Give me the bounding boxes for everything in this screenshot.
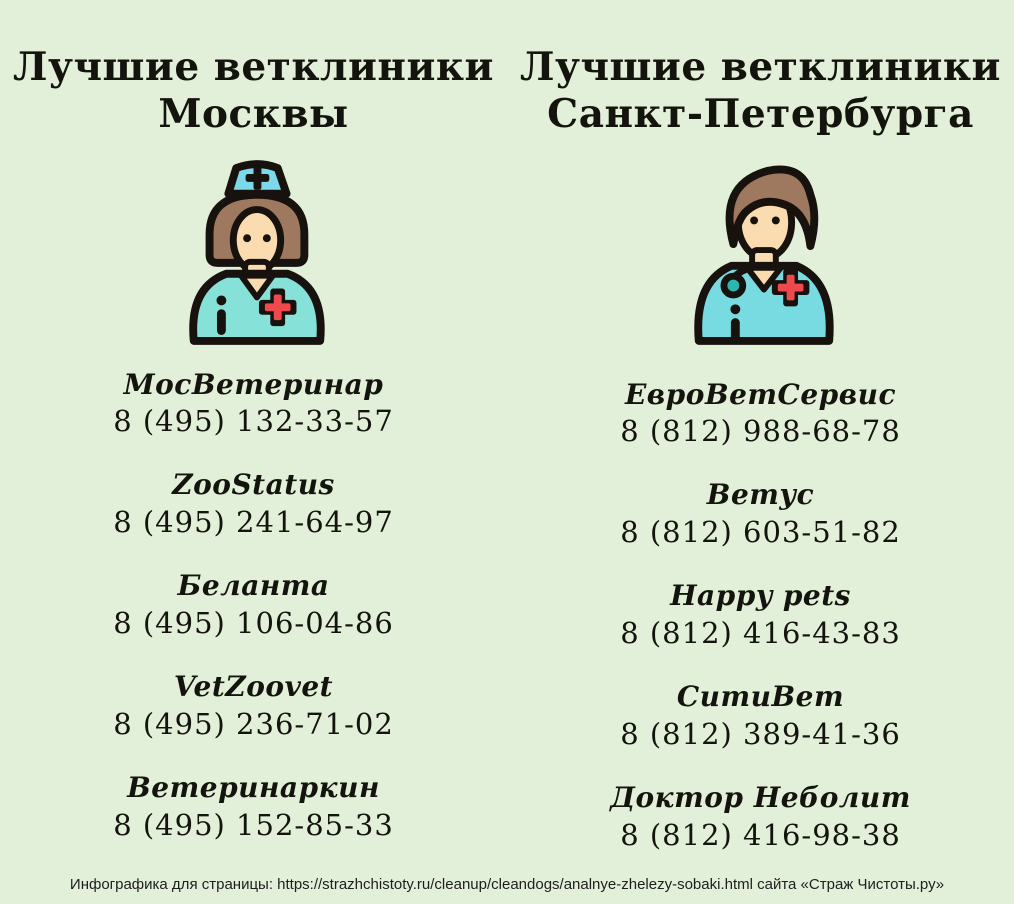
footer-credit: Инфографика для страницы: https://strazh… <box>69 876 945 893</box>
clinic-phone: 8 (495) 152-85-33 <box>113 807 394 842</box>
clinic-entry: Беланта 8 (495) 106-04-86 <box>0 569 507 641</box>
clinic-name: Ветеринаркин <box>127 770 380 804</box>
clinic-phone: 8 (812) 389-41-36 <box>620 716 901 751</box>
clinic-name: Доктор Неболит <box>610 780 911 814</box>
spb-title-line1: Лучшие ветклиники <box>520 44 1001 90</box>
doctor-icon <box>507 158 1014 348</box>
moscow-title: Лучшие ветклиники Москвы <box>0 44 507 138</box>
clinic-name: СитиВет <box>676 680 845 714</box>
clinic-phone: 8 (495) 132-33-57 <box>113 404 394 439</box>
clinic-entry: Ветус 8 (812) 603-51-82 <box>507 478 1014 550</box>
clinic-name: VetZoovet <box>173 670 334 704</box>
clinic-name: ЕвроВетСервис <box>624 377 897 411</box>
moscow-title-line1: Лучшие ветклиники <box>13 44 494 90</box>
clinic-entry: Happy pets 8 (812) 416-43-83 <box>507 579 1014 651</box>
moscow-clinic-list: МосВетеринар 8 (495) 132-33-57 ZooStatus… <box>0 368 507 843</box>
nurse-icon <box>0 158 507 348</box>
clinic-name: Беланта <box>177 569 330 603</box>
clinic-entry: МосВетеринар 8 (495) 132-33-57 <box>0 368 507 440</box>
clinic-phone: 8 (812) 416-43-83 <box>620 615 901 650</box>
clinic-phone: 8 (812) 416-98-38 <box>620 817 901 852</box>
clinic-name: Happy pets <box>670 579 851 613</box>
clinic-entry: СитиВет 8 (812) 389-41-36 <box>507 680 1014 752</box>
columns-row: Лучшие ветклиники Москвы <box>0 44 1014 882</box>
moscow-title-line2: Москвы <box>158 90 349 137</box>
moscow-column: Лучшие ветклиники Москвы <box>0 44 507 882</box>
clinic-entry: Доктор Неболит 8 (812) 416-98-38 <box>507 781 1014 853</box>
clinic-entry: ZooStatus 8 (495) 241-64-97 <box>0 468 507 540</box>
clinic-phone: 8 (812) 603-51-82 <box>620 515 901 550</box>
spb-title: Лучшие ветклиники Санкт-Петербурга <box>507 44 1014 138</box>
clinic-phone: 8 (495) 241-64-97 <box>113 505 394 540</box>
spb-clinic-list: ЕвроВетСервис 8 (812) 988-68-78 Ветус 8 … <box>507 378 1014 853</box>
clinic-name: ZooStatus <box>172 468 335 502</box>
clinic-name: Ветус <box>706 478 815 512</box>
spb-title-line2: Санкт-Петербурга <box>547 90 974 137</box>
clinic-phone: 8 (495) 236-71-02 <box>113 706 394 741</box>
clinic-entry: Ветеринаркин 8 (495) 152-85-33 <box>0 771 507 843</box>
clinic-entry: ЕвроВетСервис 8 (812) 988-68-78 <box>507 378 1014 450</box>
clinic-phone: 8 (812) 988-68-78 <box>620 414 901 449</box>
spb-column: Лучшие ветклиники Санкт-Петербурга <box>507 44 1014 882</box>
clinic-name: МосВетеринар <box>123 367 384 401</box>
clinic-entry: VetZoovet 8 (495) 236-71-02 <box>0 670 507 742</box>
clinic-phone: 8 (495) 106-04-86 <box>113 605 394 640</box>
